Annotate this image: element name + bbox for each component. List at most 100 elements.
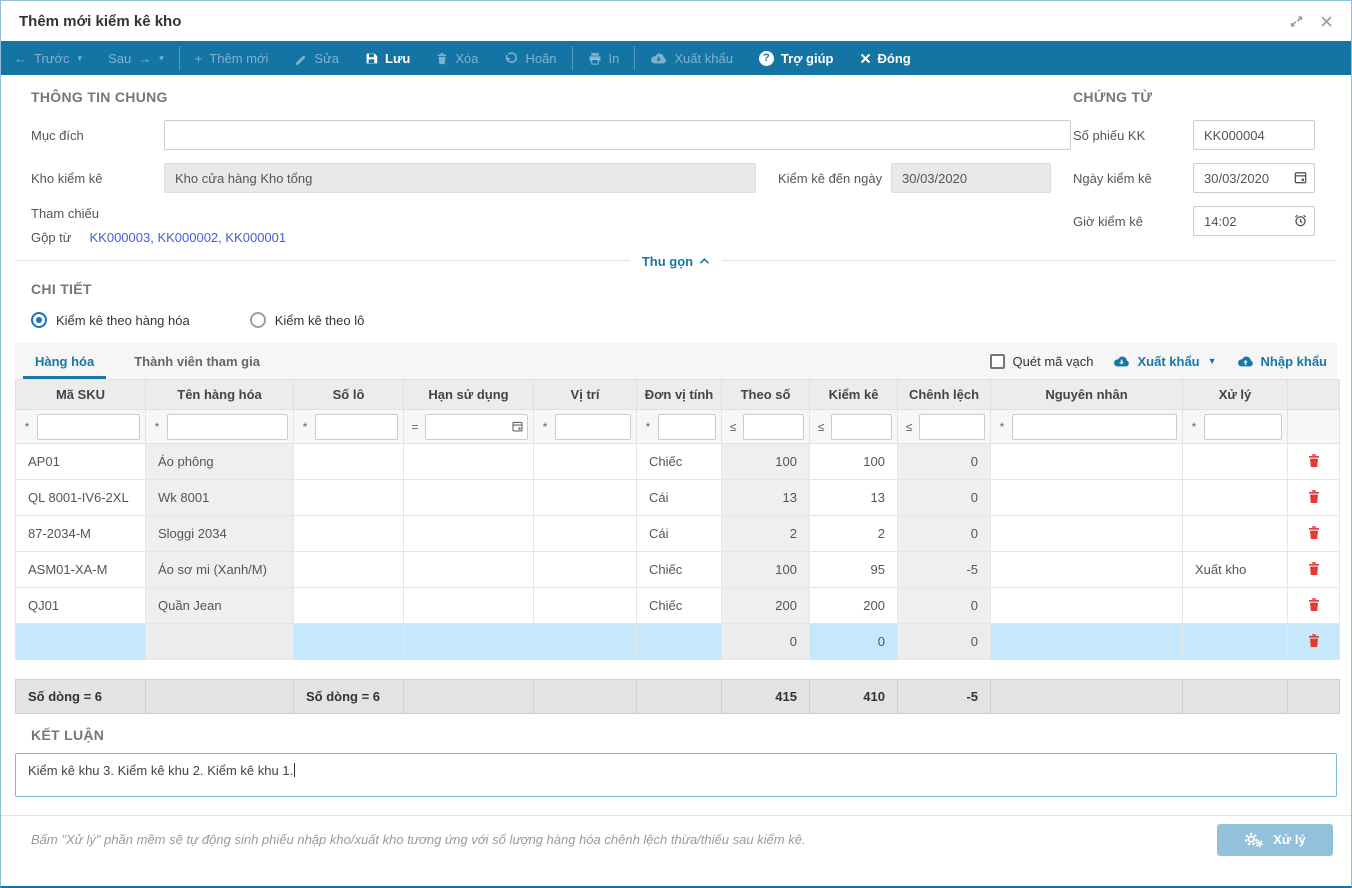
- cell-sku[interactable]: ASM01-XA-M: [16, 552, 146, 588]
- cell-reason[interactable]: [991, 624, 1183, 660]
- filter-operator[interactable]: *: [21, 420, 33, 434]
- col-header-lot[interactable]: Số lô: [294, 380, 404, 410]
- filter-operator[interactable]: *: [539, 420, 551, 434]
- tab-hang-hoa[interactable]: Hàng hóa: [15, 343, 114, 379]
- col-header-sku[interactable]: Mã SKU: [16, 380, 146, 410]
- filter-counted-input[interactable]: [831, 414, 892, 440]
- cell-lot[interactable]: [294, 480, 404, 516]
- help-button[interactable]: Trợ giúp: [746, 41, 847, 75]
- col-header-action[interactable]: Xử lý: [1183, 380, 1288, 410]
- merged-from-links[interactable]: KK000003, KK000002, KK000001: [90, 230, 287, 245]
- grid-export-button[interactable]: Xuất khẩu ▼: [1113, 354, 1216, 369]
- print-button[interactable]: In: [575, 41, 633, 75]
- cell-lot[interactable]: [294, 516, 404, 552]
- purpose-input[interactable]: [164, 120, 1071, 150]
- filter-operator[interactable]: *: [642, 420, 654, 434]
- next-button[interactable]: Sau → ▾: [95, 41, 177, 75]
- col-header-expiry[interactable]: Hạn sử dụng: [404, 380, 534, 410]
- col-header-counted[interactable]: Kiểm kê: [810, 380, 898, 410]
- cell-location[interactable]: [534, 552, 637, 588]
- cell-reason[interactable]: [991, 444, 1183, 480]
- col-header-stock[interactable]: Theo số: [722, 380, 810, 410]
- table-row[interactable]: 000: [16, 624, 1340, 660]
- cell-unit[interactable]: Chiếc: [637, 588, 722, 624]
- table-row[interactable]: 87-2034-MSloggi 2034Cái220: [16, 516, 1340, 552]
- cell-expiry[interactable]: [404, 516, 534, 552]
- export-button[interactable]: Xuất khẩu: [637, 41, 746, 75]
- cell-sku[interactable]: [16, 624, 146, 660]
- cell-lot[interactable]: [294, 552, 404, 588]
- cell-sku[interactable]: 87-2034-M: [16, 516, 146, 552]
- col-header-diff[interactable]: Chênh lệch: [898, 380, 991, 410]
- cell-location[interactable]: [534, 444, 637, 480]
- cell-sku[interactable]: QJ01: [16, 588, 146, 624]
- cell-action[interactable]: [1183, 480, 1288, 516]
- table-row[interactable]: QJ01Quần JeanChiếc2002000: [16, 588, 1340, 624]
- filter-unit-input[interactable]: [658, 414, 716, 440]
- table-row[interactable]: QL 8001-IV6-2XLWk 8001Cái13130: [16, 480, 1340, 516]
- filter-operator[interactable]: *: [151, 420, 163, 434]
- add-new-button[interactable]: + Thêm mới: [182, 41, 282, 75]
- cell-counted[interactable]: 95: [810, 552, 898, 588]
- tab-thanh-vien-tham-gia[interactable]: Thành viên tham gia: [114, 343, 280, 379]
- cell-counted[interactable]: 13: [810, 480, 898, 516]
- col-header-unit[interactable]: Đơn vị tính: [637, 380, 722, 410]
- delete-row-button[interactable]: [1288, 552, 1340, 588]
- delete-row-button[interactable]: [1288, 588, 1340, 624]
- cell-sku[interactable]: AP01: [16, 444, 146, 480]
- cell-unit[interactable]: [637, 624, 722, 660]
- cell-location[interactable]: [534, 588, 637, 624]
- cell-location[interactable]: [534, 516, 637, 552]
- barcode-scan-checkbox[interactable]: Quét mã vạch: [990, 354, 1094, 369]
- cell-counted[interactable]: 200: [810, 588, 898, 624]
- filter-operator[interactable]: ≤: [815, 420, 827, 434]
- table-row[interactable]: ASM01-XA-MÁo sơ mi (Xanh/M)Chiếc10095-5X…: [16, 552, 1340, 588]
- col-header-location[interactable]: Vị trí: [534, 380, 637, 410]
- filter-stock-input[interactable]: [743, 414, 804, 440]
- filter-operator[interactable]: ≤: [727, 420, 739, 434]
- delete-row-button[interactable]: [1288, 444, 1340, 480]
- cell-expiry[interactable]: [404, 480, 534, 516]
- filter-operator[interactable]: *: [1188, 420, 1200, 434]
- cell-lot[interactable]: [294, 588, 404, 624]
- filter-location-input[interactable]: [555, 414, 631, 440]
- filter-action-input[interactable]: [1204, 414, 1282, 440]
- cell-action[interactable]: Xuất kho: [1183, 552, 1288, 588]
- expand-icon[interactable]: [1289, 14, 1304, 29]
- cell-action[interactable]: [1183, 444, 1288, 480]
- delete-row-button[interactable]: [1288, 480, 1340, 516]
- cell-unit[interactable]: Cái: [637, 516, 722, 552]
- grid-import-button[interactable]: Nhập khẩu: [1237, 354, 1327, 369]
- cell-reason[interactable]: [991, 480, 1183, 516]
- filter-name-input[interactable]: [167, 414, 288, 440]
- cell-sku[interactable]: QL 8001-IV6-2XL: [16, 480, 146, 516]
- filter-operator[interactable]: *: [996, 420, 1008, 434]
- cell-action[interactable]: [1183, 624, 1288, 660]
- cell-expiry[interactable]: [404, 444, 534, 480]
- sheet-no-input[interactable]: [1193, 120, 1315, 150]
- delete-row-button[interactable]: [1288, 624, 1340, 660]
- check-time-input[interactable]: [1193, 206, 1315, 236]
- cell-expiry[interactable]: [404, 552, 534, 588]
- process-button[interactable]: Xử lý: [1217, 824, 1333, 856]
- close-button[interactable]: Đóng: [847, 41, 924, 75]
- cell-action[interactable]: [1183, 516, 1288, 552]
- table-row[interactable]: AP01Áo phôngChiếc1001000: [16, 444, 1340, 480]
- filter-reason-input[interactable]: [1012, 414, 1177, 440]
- cell-reason[interactable]: [991, 516, 1183, 552]
- filter-operator[interactable]: =: [409, 420, 421, 434]
- filter-sku-input[interactable]: [37, 414, 140, 440]
- cell-location[interactable]: [534, 480, 637, 516]
- check-date-input[interactable]: [1193, 163, 1315, 193]
- cell-counted[interactable]: 100: [810, 444, 898, 480]
- cell-action[interactable]: [1183, 588, 1288, 624]
- close-icon[interactable]: [1320, 15, 1333, 28]
- cell-expiry[interactable]: [404, 588, 534, 624]
- filter-lot-input[interactable]: [315, 414, 398, 440]
- undo-button[interactable]: Hoãn: [491, 41, 569, 75]
- col-header-name[interactable]: Tên hàng hóa: [146, 380, 294, 410]
- delete-button[interactable]: Xóa: [423, 41, 491, 75]
- edit-button[interactable]: Sửa: [281, 41, 352, 75]
- cell-counted[interactable]: 0: [810, 624, 898, 660]
- collapse-toggle[interactable]: Thu gọn: [630, 251, 722, 271]
